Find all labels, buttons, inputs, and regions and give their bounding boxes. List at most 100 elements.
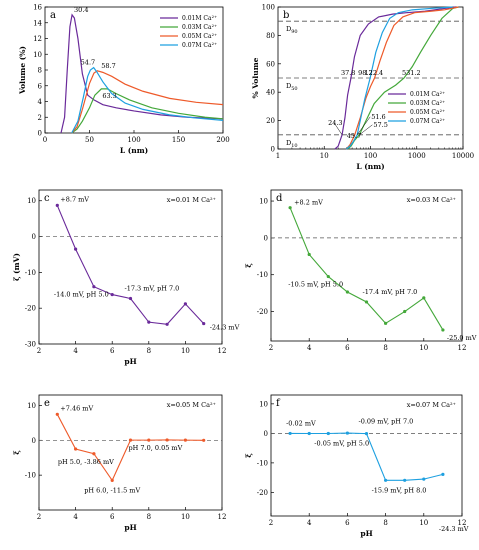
y-tick-label: 0 xyxy=(271,146,275,154)
y-tick-label: -10 xyxy=(257,459,268,467)
y-axis-label: ξ xyxy=(244,263,253,268)
legend-entry: 0.01M Ca²⁺ xyxy=(182,15,217,22)
reference-label-d10: D10 xyxy=(286,139,298,149)
x-tick-label: 4 xyxy=(307,344,312,352)
data-point xyxy=(441,328,445,332)
y-tick-label: 100 xyxy=(262,4,275,12)
data-point xyxy=(55,203,59,207)
data-point xyxy=(110,478,114,482)
data-label: -17.3 mV, pH 7.0 xyxy=(125,285,180,293)
y-tick-label: 0 xyxy=(32,233,36,241)
x-tick-label: 2 xyxy=(37,513,41,521)
data-point xyxy=(147,320,151,324)
panel-b: 1 10 100 1000 10000 0 20 40 60 80 100 b L (nm) % Volu… xyxy=(251,4,474,172)
y-tick-label: 10 xyxy=(33,51,42,59)
data-point xyxy=(55,412,59,416)
data-point xyxy=(422,296,426,300)
panel-d: 2 4 6 8 10 12 -20 -10 0 10 d ξ x=0.03 M Ca²⁺ +8.2 mV -… xyxy=(244,189,477,352)
x-tick-label: 8 xyxy=(383,519,387,527)
data-label: pH 7.0, 0.05 mV xyxy=(129,444,183,452)
data-label: +7.46 mV xyxy=(60,404,93,412)
data-point xyxy=(307,431,311,436)
y-tick-label: -30 xyxy=(25,341,36,349)
data-point xyxy=(326,274,330,279)
x-tick-label: 100 xyxy=(127,136,140,144)
x-tick-label: 6 xyxy=(110,513,115,521)
d50-label: 531.2 xyxy=(402,69,421,77)
legend-entry: 0.03M Ca²⁺ xyxy=(182,24,217,31)
y-tick-label: 10 xyxy=(259,400,268,408)
x-axis-label: pH xyxy=(360,529,372,538)
x-tick-label: 4 xyxy=(73,513,78,521)
plot-frame xyxy=(38,189,223,345)
legend-entry: 0.03M Ca²⁺ xyxy=(410,100,445,107)
x-tick-label: 6 xyxy=(345,519,350,527)
x-tick-label: 8 xyxy=(147,513,151,521)
y-tick-label: 10 xyxy=(259,198,268,206)
d50-label: 122.4 xyxy=(365,69,384,77)
series-line xyxy=(60,13,224,134)
y-tick-label: 8 xyxy=(38,67,42,75)
x-tick-label: 150 xyxy=(172,136,185,144)
d10-label: 51.6 xyxy=(371,113,385,121)
panel-letter: f xyxy=(276,398,281,409)
data-label: -0.02 mV xyxy=(286,419,316,427)
data-point xyxy=(345,431,349,435)
data-label: pH 5.0, -3.86 mV xyxy=(58,458,114,466)
reference-label-d90: D90 xyxy=(286,25,298,35)
data-point xyxy=(307,252,311,257)
data-point xyxy=(345,290,349,294)
condition-label: x=0.01 M Ca²⁺ xyxy=(167,196,216,204)
y-tick-label: 6 xyxy=(38,82,43,90)
x-tick-label: 1 xyxy=(276,152,280,160)
data-point xyxy=(128,296,133,301)
x-tick-label: 12 xyxy=(218,347,227,355)
data-point xyxy=(128,438,133,442)
x-tick-label: 2 xyxy=(269,519,273,527)
pointer-line xyxy=(359,124,373,135)
data-label: -15.9 mV, pH 8.0 xyxy=(372,486,427,494)
panel-letter: c xyxy=(44,193,50,204)
y-tick-label: -20 xyxy=(257,489,268,497)
series-line xyxy=(345,6,453,150)
y-tick-label: 10 xyxy=(27,402,36,410)
data-label: -0.05 mV, pH 5.0 xyxy=(314,440,369,448)
data-point xyxy=(202,438,206,442)
y-tick-label: -20 xyxy=(257,308,268,316)
y-tick-label: 10 xyxy=(27,197,36,205)
y-tick-label: -10 xyxy=(257,271,268,279)
plot-frame xyxy=(270,394,463,517)
d10-label: 57.5 xyxy=(373,121,387,129)
data-point xyxy=(326,431,330,436)
panel-a: 0 50 100 150 200 0 2 4 6 8 10 12 14 16 a L (nm) Volume (… xyxy=(18,4,230,156)
data-point xyxy=(92,285,96,289)
x-tick-label: 12 xyxy=(458,519,467,527)
x-tick-label: 10 xyxy=(181,513,190,521)
y-axis-label: ζ (mV) xyxy=(12,253,21,281)
pointer-line xyxy=(352,134,355,137)
data-point xyxy=(403,309,407,314)
y-tick-label: 0 xyxy=(264,430,268,438)
data-point xyxy=(441,472,445,476)
x-axis-label: pH xyxy=(124,357,136,366)
x-tick-label: 200 xyxy=(216,136,229,144)
data-label: pH 6.0, -11.5 mV xyxy=(84,486,140,494)
data-label: -25.0 mV xyxy=(447,334,477,342)
x-axis-label: pH xyxy=(124,523,136,532)
panel-letter: d xyxy=(276,193,283,204)
x-tick-label: 10 xyxy=(320,152,329,160)
data-label: -24.3 mV xyxy=(439,525,469,533)
series-line xyxy=(347,6,459,150)
data-point xyxy=(384,478,388,482)
data-point xyxy=(202,321,206,326)
d50-label: 37.8 xyxy=(341,69,355,77)
x-tick-label: 8 xyxy=(147,347,151,355)
y-tick-label: 80 xyxy=(266,32,275,40)
data-point xyxy=(384,321,388,325)
plot-frame xyxy=(38,394,223,511)
y-tick-label: -10 xyxy=(25,269,36,277)
data-point xyxy=(165,438,169,442)
x-tick-label: 12 xyxy=(458,344,467,352)
panel-letter: e xyxy=(44,398,50,409)
